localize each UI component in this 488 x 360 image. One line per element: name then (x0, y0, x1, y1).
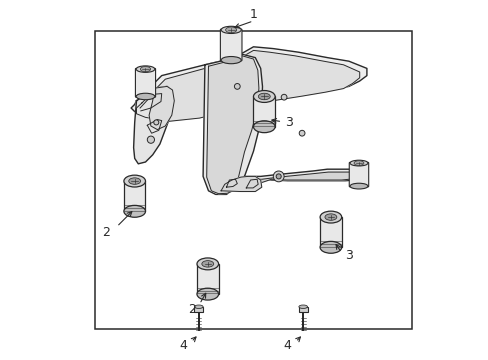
Ellipse shape (221, 26, 241, 33)
Text: 2: 2 (102, 226, 110, 239)
Bar (95, 31, 411, 329)
Ellipse shape (221, 57, 241, 64)
Bar (320, 217, 341, 247)
Ellipse shape (136, 93, 155, 100)
FancyBboxPatch shape (220, 29, 242, 61)
Polygon shape (149, 86, 174, 130)
Polygon shape (221, 176, 261, 192)
Ellipse shape (320, 241, 341, 253)
Ellipse shape (197, 288, 218, 300)
Ellipse shape (123, 205, 145, 217)
Ellipse shape (123, 175, 145, 187)
Bar (194, 307, 203, 312)
Text: 3: 3 (344, 249, 352, 262)
Ellipse shape (128, 178, 141, 184)
Ellipse shape (225, 27, 236, 33)
Ellipse shape (320, 211, 341, 223)
Bar (197, 264, 218, 294)
Ellipse shape (194, 305, 203, 309)
Bar (298, 307, 307, 312)
Circle shape (153, 120, 159, 125)
FancyBboxPatch shape (135, 68, 155, 97)
Ellipse shape (353, 161, 363, 165)
Circle shape (276, 174, 281, 179)
Ellipse shape (253, 91, 275, 102)
Polygon shape (203, 54, 262, 194)
Ellipse shape (298, 305, 307, 309)
Text: 4: 4 (283, 339, 291, 352)
Ellipse shape (136, 66, 155, 72)
Ellipse shape (140, 67, 150, 72)
Ellipse shape (258, 93, 270, 100)
Ellipse shape (253, 121, 275, 133)
Bar (253, 96, 275, 127)
Polygon shape (131, 47, 366, 119)
Polygon shape (133, 86, 172, 164)
Text: 4: 4 (179, 339, 187, 352)
Ellipse shape (349, 160, 367, 166)
Polygon shape (244, 169, 359, 181)
Polygon shape (136, 50, 359, 121)
Ellipse shape (197, 258, 218, 270)
Polygon shape (247, 172, 356, 183)
Text: 3: 3 (285, 116, 293, 129)
Text: 2: 2 (188, 303, 196, 316)
Polygon shape (206, 55, 258, 194)
Ellipse shape (349, 183, 367, 189)
Circle shape (273, 171, 284, 182)
Ellipse shape (202, 261, 213, 267)
Ellipse shape (325, 214, 336, 220)
Text: 1: 1 (249, 8, 257, 21)
Circle shape (234, 84, 240, 89)
Circle shape (147, 136, 154, 143)
FancyBboxPatch shape (348, 162, 368, 187)
Circle shape (281, 94, 286, 100)
Bar (123, 181, 145, 211)
Circle shape (299, 130, 305, 136)
